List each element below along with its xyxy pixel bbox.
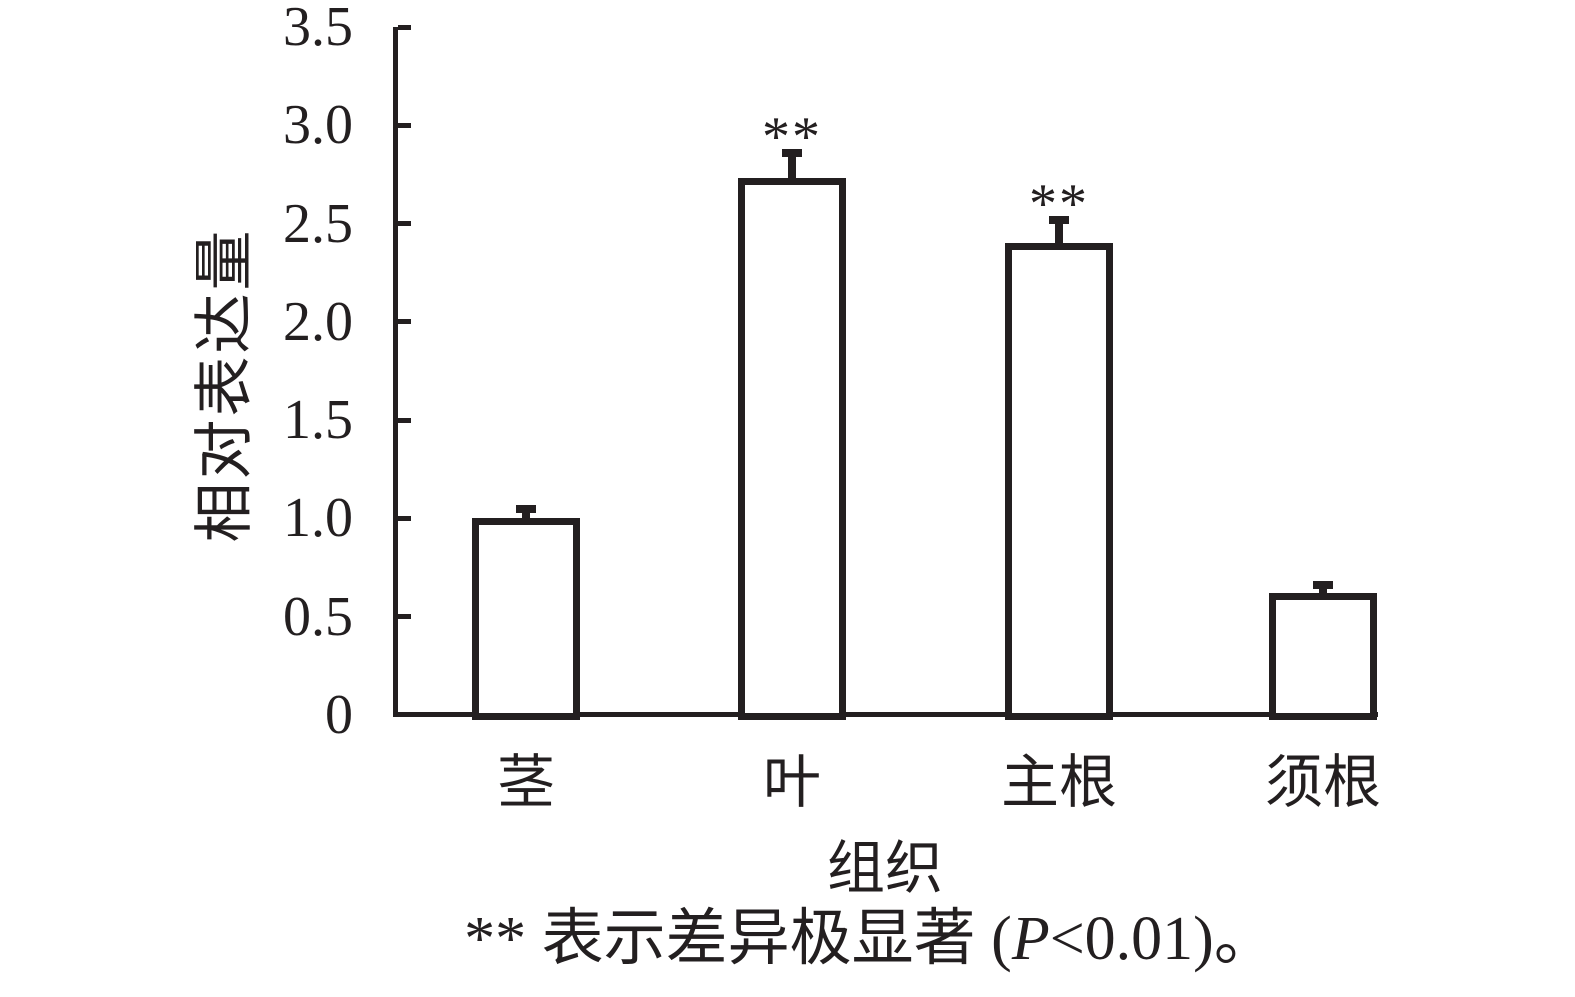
y-tick [398, 122, 411, 128]
bar [1269, 593, 1377, 720]
x-category-label: 主根 [1000, 750, 1117, 815]
footnote-p-italic: P [1011, 905, 1050, 973]
y-tick-label: 3.5 [283, 0, 353, 58]
y-tick [398, 319, 411, 325]
error-bar-stem [522, 508, 530, 519]
significance-stars: ** [762, 105, 822, 168]
y-tick-label: 2.0 [283, 290, 353, 353]
error-bar-cap [782, 148, 802, 157]
bar [472, 518, 580, 720]
error-bar-cap [516, 504, 536, 513]
y-tick [398, 515, 411, 521]
x-axis-title: 组织 [826, 836, 943, 901]
y-tick-label: 0.5 [283, 585, 353, 648]
error-bar-stem [788, 152, 796, 179]
y-tick [398, 221, 411, 227]
footnote-suffix: <0.01)。 [1049, 905, 1276, 973]
x-category-label: 须根 [1264, 750, 1381, 815]
y-tick [398, 417, 411, 423]
error-bar-cap [1313, 581, 1333, 590]
y-tick-label: 0 [325, 684, 353, 746]
x-category-label: 叶 [762, 750, 821, 815]
y-tick-label: 3.0 [283, 94, 353, 157]
y-tick [398, 614, 411, 620]
y-axis-line [393, 27, 398, 717]
error-bar-stem [1055, 219, 1063, 244]
y-tick-label: 1.0 [283, 487, 353, 550]
bar [738, 178, 846, 720]
bar [1005, 243, 1113, 720]
y-tick [398, 24, 411, 30]
footnote-prefix: ** 表示差异极显著 ( [464, 905, 1012, 973]
x-category-label: 茎 [496, 750, 555, 815]
x-axis-line [393, 712, 1378, 717]
y-tick-label: 1.5 [283, 389, 353, 452]
error-bar-cap [1049, 215, 1069, 224]
significance-stars: ** [1029, 172, 1089, 235]
y-tick-label: 2.5 [283, 192, 353, 255]
footnote: ** 表示差异极显著 (P<0.01)。 [370, 906, 1370, 972]
